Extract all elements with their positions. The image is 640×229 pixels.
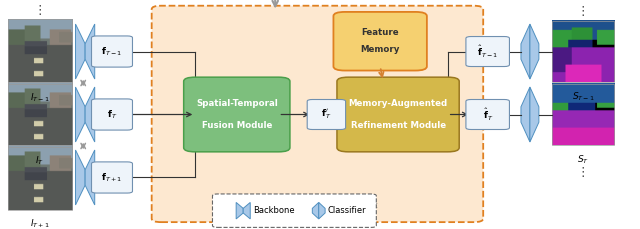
FancyBboxPatch shape <box>152 6 483 222</box>
Polygon shape <box>76 150 85 205</box>
Polygon shape <box>76 24 85 79</box>
Text: Memory: Memory <box>360 45 400 55</box>
FancyBboxPatch shape <box>92 162 132 193</box>
Polygon shape <box>530 24 539 79</box>
Polygon shape <box>85 150 95 205</box>
Text: $\mathbf{f}_T$: $\mathbf{f}_T$ <box>107 108 117 121</box>
Polygon shape <box>85 24 95 79</box>
Text: Feature: Feature <box>362 28 399 37</box>
Polygon shape <box>319 202 325 219</box>
Text: $\hat{\mathbf{f}}_{T-1}$: $\hat{\mathbf{f}}_{T-1}$ <box>477 44 498 60</box>
Text: $\mathbf{f}_T^\prime$: $\mathbf{f}_T^\prime$ <box>321 108 332 121</box>
Text: $I_{T+1}$: $I_{T+1}$ <box>30 218 49 229</box>
FancyBboxPatch shape <box>466 36 509 66</box>
FancyBboxPatch shape <box>333 12 427 71</box>
Text: ⋮: ⋮ <box>577 5 589 18</box>
Bar <box>8 145 72 210</box>
Text: ⋮: ⋮ <box>33 4 46 17</box>
Text: $S_{T-1}$: $S_{T-1}$ <box>572 90 595 103</box>
Text: $I_T$: $I_T$ <box>35 155 44 167</box>
Polygon shape <box>236 202 243 219</box>
FancyBboxPatch shape <box>184 77 290 152</box>
FancyBboxPatch shape <box>92 99 132 130</box>
FancyBboxPatch shape <box>337 77 460 152</box>
Polygon shape <box>312 202 319 219</box>
Bar <box>552 84 614 145</box>
FancyBboxPatch shape <box>212 194 376 227</box>
Text: Fusion Module: Fusion Module <box>202 121 272 130</box>
FancyBboxPatch shape <box>92 36 132 67</box>
Bar <box>552 21 614 82</box>
Text: Memory-Augmented: Memory-Augmented <box>349 99 447 108</box>
Text: $\hat{\mathbf{f}}_T$: $\hat{\mathbf{f}}_T$ <box>483 106 493 123</box>
Polygon shape <box>243 202 250 219</box>
Text: Video Feature Enhancement: Video Feature Enhancement <box>258 201 377 210</box>
Bar <box>8 82 72 147</box>
Polygon shape <box>85 87 95 142</box>
Text: $\mathbf{f}_{T+1}$: $\mathbf{f}_{T+1}$ <box>102 171 122 184</box>
Text: $\mathbf{f}_{T-1}$: $\mathbf{f}_{T-1}$ <box>102 45 122 58</box>
Polygon shape <box>521 87 530 142</box>
FancyBboxPatch shape <box>307 99 346 130</box>
Text: $S_T$: $S_T$ <box>577 153 589 166</box>
Polygon shape <box>530 87 539 142</box>
Text: Classifier: Classifier <box>328 206 366 215</box>
FancyBboxPatch shape <box>466 99 509 130</box>
Text: Backbone: Backbone <box>253 206 295 215</box>
Polygon shape <box>76 87 85 142</box>
Text: Refinement Module: Refinement Module <box>351 121 445 130</box>
Text: ⋮: ⋮ <box>577 166 589 179</box>
Text: Spatial-Temporal: Spatial-Temporal <box>196 99 278 108</box>
Bar <box>8 19 72 84</box>
Polygon shape <box>521 24 530 79</box>
Text: $I_{T-1}$: $I_{T-1}$ <box>30 92 49 104</box>
